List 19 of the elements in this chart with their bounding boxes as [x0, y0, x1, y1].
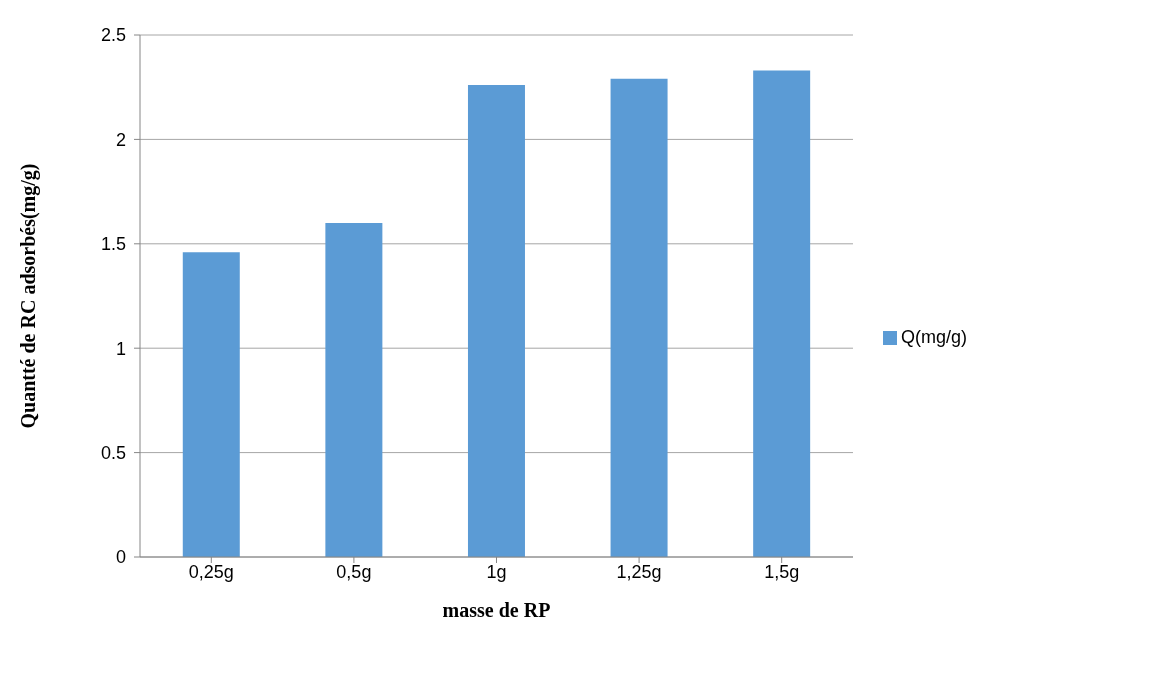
bar	[467, 85, 525, 557]
y-tick-label: 1	[115, 338, 126, 359]
bar	[182, 252, 240, 557]
y-axis-title: Quantté de RC adsorbés(mg/g)	[17, 163, 41, 429]
y-tick-label: 0.5	[100, 442, 126, 463]
bar	[325, 222, 383, 557]
y-tick-label: 2.5	[100, 25, 126, 46]
x-tick-label: 0,5g	[336, 561, 372, 582]
y-tick-label: 2	[115, 129, 126, 150]
y-tick-label: 1.5	[100, 234, 126, 255]
bar	[753, 70, 811, 557]
y-tick-label: 0	[115, 547, 126, 568]
x-tick-label: 1,25g	[616, 561, 662, 582]
x-tick-label: 0,25g	[188, 561, 234, 582]
x-tick-label: 1g	[486, 561, 507, 582]
bar	[610, 78, 668, 557]
x-tick-label: 1,5g	[764, 561, 800, 582]
x-axis-title: masse de RP	[442, 599, 551, 621]
legend-label: Q(mg/g)	[900, 327, 967, 347]
